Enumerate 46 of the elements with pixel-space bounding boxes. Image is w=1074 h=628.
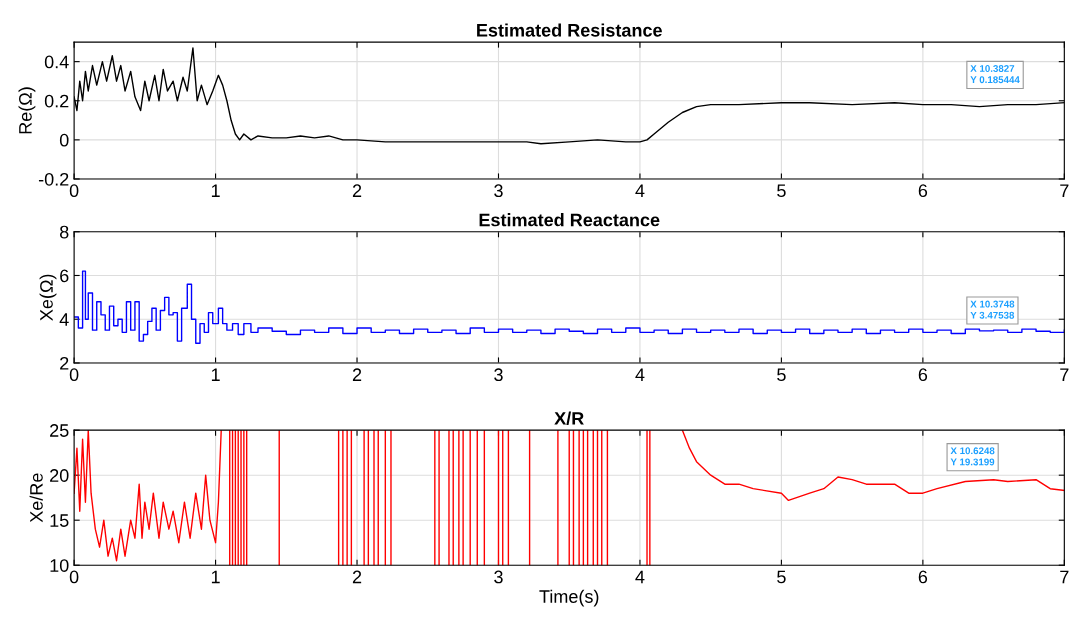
chart-title: X/R [554, 411, 584, 425]
annotation: X 10.3748 Y 3.47538 [970, 300, 1015, 319]
x-tick-label: 3 [494, 368, 503, 382]
chart-title: Estimated Reactance [479, 213, 660, 227]
y-tick-label: 0.2 [44, 94, 69, 108]
y-tick-label: 6 [60, 269, 69, 283]
x-tick-label: 4 [635, 368, 645, 381]
x-tick-label: 3 [494, 570, 503, 584]
x-tick-label: 4 [635, 184, 645, 197]
x-tick-label: 7 [1060, 184, 1069, 197]
x-axis-title: Time(s) [539, 589, 599, 607]
x-tick-label: 2 [352, 368, 362, 381]
x-tick-label: 1 [211, 570, 220, 584]
x-tick-label: 6 [918, 570, 928, 584]
y-tick-label: 20 [50, 469, 69, 482]
x-tick-label: 6 [918, 368, 928, 382]
x-tick-label: 1 [211, 184, 220, 197]
chart-title: Estimated Resistance [477, 23, 662, 37]
x-tick-label: 7 [1060, 570, 1069, 584]
x-tick-label: 4 [635, 570, 645, 584]
y-tick-label: 8 [59, 225, 69, 239]
y-tick-label: 4 [59, 313, 69, 326]
annotation: X 10.3827 Y 0.185444 [970, 65, 1020, 84]
y-tick-label: 10 [50, 559, 69, 572]
x-tick-label: 3 [494, 184, 503, 198]
x-tick-label: 0 [69, 368, 79, 382]
x-tick-label: 2 [352, 570, 362, 584]
y-tick-label: 0.4 [44, 55, 69, 69]
x-tick-label: 2 [352, 184, 362, 197]
x-tick-label: 6 [918, 184, 928, 198]
x-tick-label: 7 [1060, 368, 1069, 381]
x-tick-label: 1 [211, 368, 220, 381]
y-axis-title: Re(Ω) [18, 87, 36, 134]
y-tick-label: 25 [50, 424, 69, 437]
y-axis-title: Xe(Ω) [39, 274, 57, 321]
y-axis-title: Xe/Re [29, 473, 43, 523]
x-tick-label: 0 [69, 184, 79, 198]
y-tick-label: 0 [59, 133, 69, 147]
y-tick-label: 2 [60, 356, 69, 370]
annotation: X 10.6248 Y 19.3199 [950, 447, 995, 466]
x-tick-label: 5 [777, 570, 786, 584]
x-tick-label: 0 [69, 570, 79, 584]
x-tick-label: 5 [777, 184, 786, 198]
y-tick-label: -0.2 [38, 172, 69, 186]
x-tick-label: 5 [777, 368, 786, 382]
y-tick-label: 15 [50, 514, 69, 527]
